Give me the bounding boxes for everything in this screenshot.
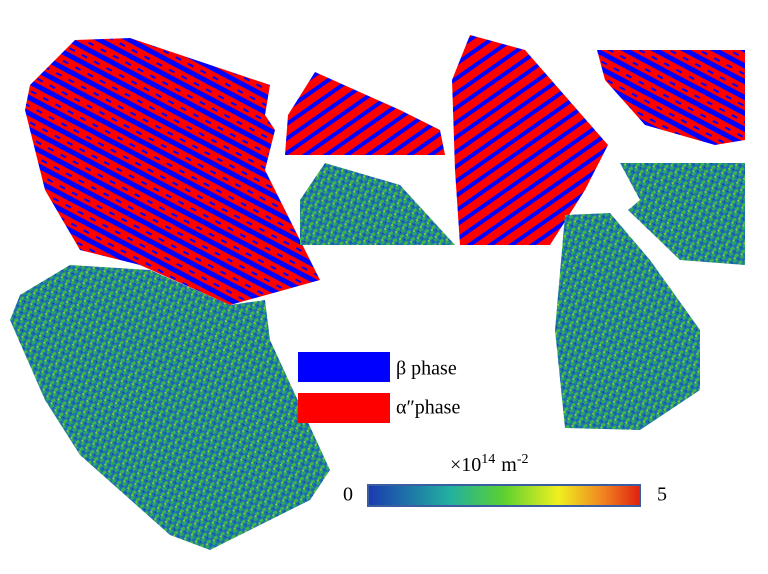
legend-swatch [298,393,390,423]
legend-label: α″phase [396,397,460,419]
kam-map [10,265,330,550]
kam-map [555,213,700,430]
unit-prefix: ×10 [450,454,481,476]
phase-map [285,72,445,155]
legend-swatch [298,352,390,382]
colorbar [367,484,641,507]
unit-power: -2 [517,452,529,467]
phase-map [25,38,320,305]
phase-map [452,35,608,245]
kam-map [300,163,455,245]
unit-exponent: 14 [481,452,495,467]
phase-map [597,50,745,145]
kam-map [620,163,745,265]
colorbar-max: 5 [657,484,667,506]
legend-label: β phase [396,358,457,380]
unit: m [501,454,517,476]
colorbar-min: 0 [343,484,353,506]
colorbar-unit: ×1014 m-2 [450,452,529,475]
grain-maps [10,35,745,550]
